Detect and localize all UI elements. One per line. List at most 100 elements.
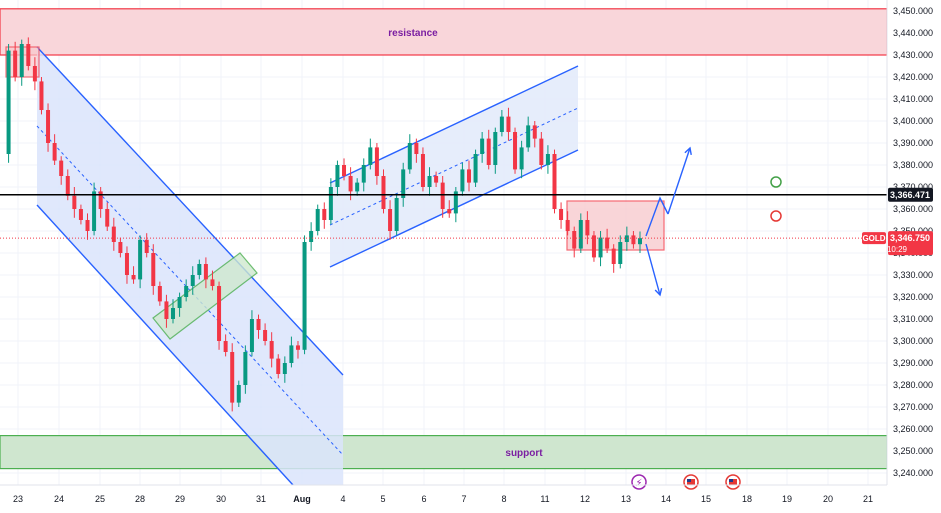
candle-body [361, 165, 366, 183]
projection-up-arrow [667, 147, 691, 215]
price-tick-label: 3,430.000 [893, 50, 933, 60]
support-label: support [505, 448, 543, 459]
candle-body [552, 154, 557, 209]
time-tick-label: 12 [580, 494, 590, 504]
projection-down-arrow [645, 243, 661, 296]
candle-body [565, 220, 570, 231]
candle-body [131, 275, 136, 280]
candle-body [151, 253, 156, 286]
candle-body [578, 220, 583, 249]
time-tick-label: 18 [742, 494, 752, 504]
channels-layer [5, 46, 665, 486]
candle-body [223, 341, 228, 352]
candle-body [26, 44, 31, 66]
countdown-text: 10:29 [887, 245, 908, 254]
candle-body [111, 226, 116, 242]
candle-body [605, 237, 610, 249]
candle-body [480, 138, 485, 154]
time-tick-label: 5 [380, 494, 385, 504]
candle-body [374, 147, 379, 176]
up-channel-fill [330, 66, 578, 267]
price-tick-label: 3,390.000 [893, 138, 933, 148]
candle-body [486, 138, 491, 165]
symbol-tag-bg [862, 232, 886, 245]
time-tick-label: 31 [256, 494, 266, 504]
price-tick-label: 3,250.000 [893, 446, 933, 456]
price-tick-label: 3,440.000 [893, 28, 933, 38]
price-tick-label: 3,450.000 [893, 6, 933, 16]
time-tick-label: 8 [501, 494, 506, 504]
candle-body [19, 44, 24, 77]
candle-body [598, 237, 603, 258]
candle-body [138, 239, 143, 280]
price-tick-label: 3,270.000 [893, 402, 933, 412]
candle-body [559, 209, 564, 220]
candle-body [315, 209, 320, 231]
time-tick-label: Aug [293, 494, 311, 504]
time-tick-label: 20 [823, 494, 833, 504]
candle-body [6, 50, 11, 154]
zones-layer: resistance support [0, 8, 888, 470]
candle-body [124, 253, 129, 275]
candle-body [545, 154, 550, 165]
symbol-tag-text: GOLD [862, 234, 885, 243]
time-tick-label: 25 [95, 494, 105, 504]
candle-body [401, 169, 406, 198]
candle-body [585, 220, 590, 236]
candle-body [532, 125, 537, 139]
candle-body [618, 242, 623, 264]
red-event-marker [770, 210, 782, 222]
candle-body [394, 198, 399, 231]
candle-body [78, 209, 83, 220]
time-tick-label: 11 [540, 494, 549, 504]
projection-down-arrow-head [654, 288, 663, 297]
candle-body [210, 279, 215, 286]
price-tick-label: 3,240.000 [893, 468, 933, 478]
candle-body [368, 147, 373, 165]
down-channel-upper [36, 46, 344, 376]
candle-body [302, 242, 307, 350]
us-flag-canton [687, 479, 691, 482]
candle-body [638, 238, 642, 245]
price-tick-label: 3,380.000 [893, 160, 933, 170]
candle-body [92, 191, 97, 231]
price-tick-label: 3,350.000 [893, 226, 933, 236]
candle-body [256, 319, 261, 330]
candle-body [263, 330, 268, 341]
candle-body [493, 132, 498, 165]
price-tick-label: 3,370.000 [893, 182, 933, 192]
flag-channel [152, 252, 258, 340]
candle-body [230, 352, 235, 403]
candle-body [328, 187, 333, 220]
time-tick-label: 7 [461, 494, 466, 504]
candle-body [184, 286, 189, 297]
last-price-tag [888, 231, 933, 256]
candle-body [420, 154, 425, 187]
candle-body [236, 385, 241, 403]
candle-body [171, 308, 176, 319]
candle-body [624, 235, 629, 242]
time-tick-label: 4 [340, 494, 345, 504]
candle-body [65, 176, 70, 196]
candle-body [407, 143, 412, 170]
price-tick-label: 3,310.000 [893, 314, 933, 324]
green-event-marker [770, 176, 782, 188]
candle-body [98, 191, 103, 209]
candle-body [591, 235, 596, 258]
candle-body [440, 182, 445, 209]
price-tick-label: 3,290.000 [893, 358, 933, 368]
time-tick-label: 13 [621, 494, 631, 504]
candle-body [190, 275, 195, 286]
candle-body [355, 182, 360, 192]
candle-body [32, 66, 37, 82]
candle-body [434, 176, 439, 183]
time-axis[interactable]: 23 24 25 28 29 30 31 Aug 4 5 6 7 8 11 12 13 14 15 18 19 20 21 [0, 484, 887, 504]
candle-body [309, 231, 314, 242]
candle-body [217, 286, 222, 341]
candle-body [414, 143, 419, 154]
time-tick-label: 28 [135, 494, 145, 504]
time-tick-label: 19 [782, 494, 792, 504]
price-tick-label: 3,360.000 [893, 204, 933, 214]
